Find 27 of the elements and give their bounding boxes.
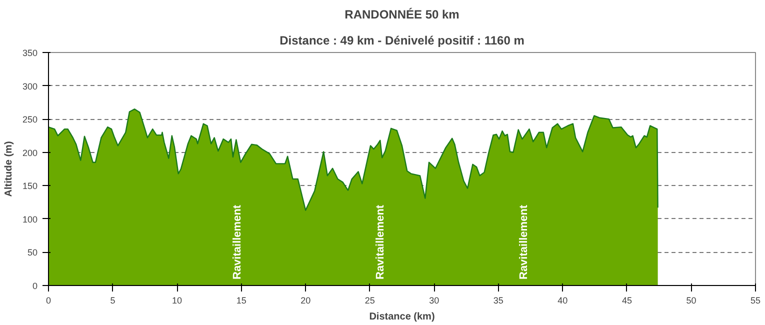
y-tick-label: 250 (22, 114, 38, 125)
x-tick-label: 0 (46, 296, 52, 306)
x-tick-label: 25 (364, 296, 375, 306)
x-tick-label: 15 (236, 296, 246, 306)
y-axis-title: Altitude (m) (3, 141, 14, 197)
x-tick-label: 55 (750, 296, 761, 306)
annotation: Ravitaillement (374, 204, 387, 280)
x-tick-label: 5 (110, 296, 116, 306)
annotation: Ravitaillement (231, 204, 244, 280)
x-axis-title: Distance (km) (369, 312, 435, 322)
x-tick-label: 35 (493, 296, 504, 306)
x-tick-label: 45 (622, 296, 632, 306)
y-tick-label: 100 (22, 214, 38, 224)
y-tick-label: 300 (22, 81, 38, 92)
x-tick-label: 10 (172, 296, 182, 306)
y-tick-label: 200 (22, 148, 38, 158)
y-tick-label: 350 (22, 48, 38, 58)
annotation: Ravitaillement (518, 204, 530, 280)
y-tick-label: 50 (27, 248, 38, 258)
chart-subtitle: Distance : 49 km - Dénivelé positif : 1160 m (280, 34, 524, 48)
x-tick-label: 50 (686, 296, 696, 306)
chart-title: RANDONNÉE 50 km (344, 8, 460, 22)
x-tick-label: 40 (558, 296, 568, 306)
x-tick-label: 30 (429, 296, 440, 306)
x-tick-label: 20 (300, 296, 311, 306)
y-tick-label: 150 (22, 181, 38, 192)
y-tick-label: 0 (32, 281, 38, 291)
